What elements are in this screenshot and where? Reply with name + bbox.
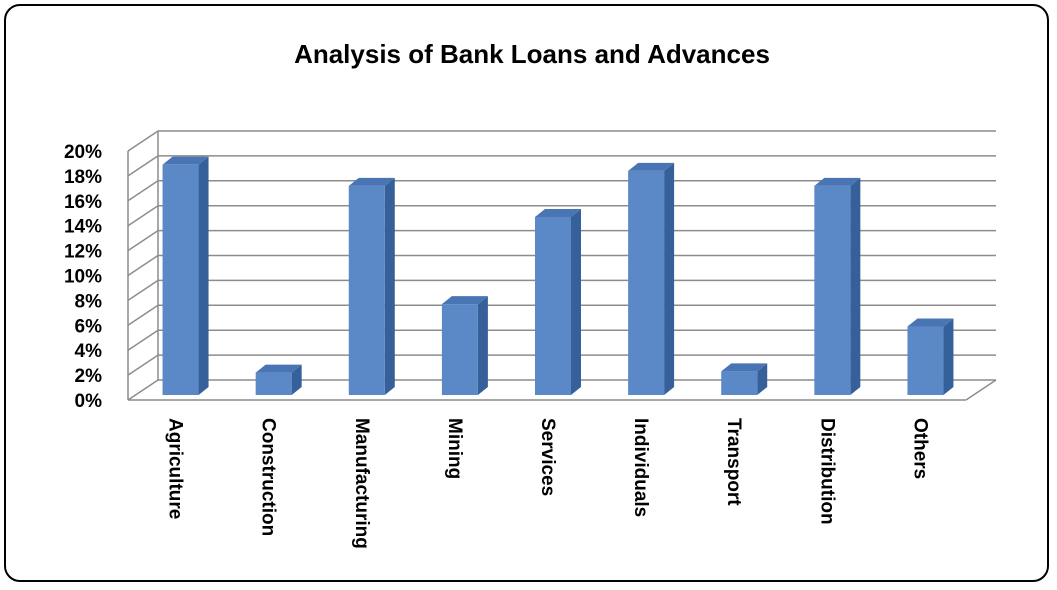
bar [348, 177, 395, 395]
bar-top [628, 162, 675, 171]
bar-top [814, 177, 861, 186]
y-tick-label: 14% [64, 217, 102, 238]
x-category-label: Mining [444, 418, 465, 479]
bar-side [291, 364, 302, 395]
bar [628, 162, 675, 395]
x-category-label: Construction [258, 418, 279, 536]
x-category-label: Services [537, 418, 558, 496]
bar-front [255, 372, 292, 395]
bar-front [814, 185, 851, 395]
x-category-label: Agriculture [165, 418, 186, 519]
bar [441, 296, 488, 395]
bar [907, 318, 954, 395]
side-gridline [127, 229, 159, 252]
side-gridline [127, 205, 159, 227]
y-tick-label: 16% [64, 192, 102, 213]
side-gridline [127, 180, 159, 202]
y-tick-label: 6% [75, 316, 103, 337]
side-gridline [127, 379, 159, 401]
bar-front [162, 164, 199, 395]
bar-front [628, 170, 665, 395]
bar-front [441, 304, 478, 395]
bar-top [721, 363, 768, 372]
x-category-label: Others [909, 418, 930, 479]
side-gridline [127, 329, 159, 351]
bar-side [757, 363, 768, 395]
side-gridline [127, 155, 159, 177]
bar-front [535, 216, 571, 395]
y-tick-label: 8% [75, 291, 103, 312]
side-gridline [127, 254, 159, 277]
bar-top [162, 156, 209, 165]
bar-front [907, 326, 944, 395]
y-axis: 0% 2% 4% 6% 8% 10% 12% 14% 16% 18% 20% [64, 142, 102, 412]
side-gridline [127, 354, 159, 376]
bar-top [907, 318, 954, 327]
side-gridline [127, 304, 159, 326]
y-tick-label: 12% [64, 242, 102, 263]
bar-side [384, 177, 395, 395]
floor-edge [965, 379, 997, 401]
bar [162, 156, 209, 395]
bar [814, 177, 861, 395]
bar-side [477, 296, 488, 395]
bar [535, 208, 581, 395]
x-category-label: Transport [723, 418, 744, 506]
bar-top [535, 208, 581, 217]
y-tick-label: 20% [64, 142, 102, 163]
chart-title: Analysis of Bank Loans and Advances [294, 39, 770, 69]
y-tick-label: 10% [64, 267, 102, 288]
y-tick-label: 2% [75, 366, 103, 387]
bar-side [943, 318, 954, 395]
x-category-label: Distribution [816, 418, 837, 525]
side-gridline [127, 279, 159, 302]
bar-side [664, 162, 675, 395]
bar-side [850, 177, 861, 395]
bar-top [255, 364, 302, 373]
side-gridline [127, 130, 159, 152]
bar-top [441, 296, 488, 305]
y-tick-label: 0% [75, 391, 103, 412]
bar-front [348, 185, 385, 395]
bars [162, 156, 954, 395]
bar-side [571, 208, 581, 395]
bar [721, 363, 768, 395]
x-category-label: Manufacturing [351, 418, 372, 549]
y-tick-label: 4% [75, 341, 103, 362]
x-category-label: Individuals [630, 418, 651, 517]
bar-front [721, 371, 758, 395]
bar-side [198, 156, 209, 395]
x-axis: Agriculture Construction Manufacturing Mini… [165, 418, 931, 549]
y-tick-label: 18% [64, 167, 102, 188]
bar [255, 364, 302, 395]
bar-top [348, 177, 395, 186]
